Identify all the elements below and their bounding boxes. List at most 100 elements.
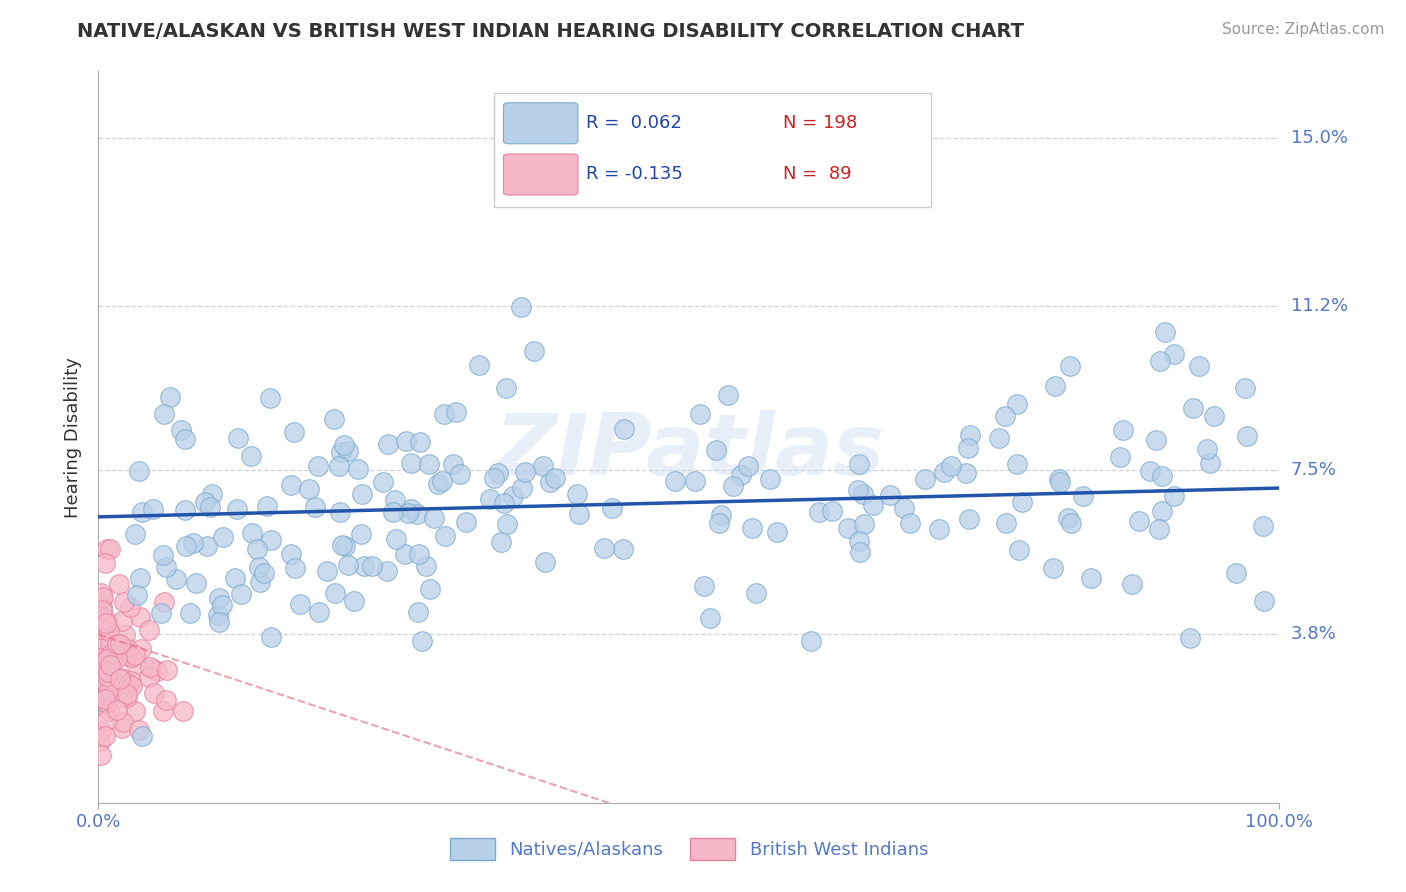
Point [1236,429,1258,443]
Point [1182,401,1205,416]
Point [101,639,124,653]
Point [721,479,744,493]
Point [97,665,120,680]
Point [600,500,623,515]
Point [329,505,352,519]
Point [1195,442,1218,457]
Point [138,624,160,638]
Point [112,714,135,729]
Point [288,597,311,611]
Point [105,651,128,665]
Point [97,616,120,631]
Point [124,704,146,718]
Text: 3.8%: 3.8% [1291,625,1336,643]
Point [467,359,489,373]
Point [336,443,359,458]
Point [89,622,111,636]
Point [125,588,148,602]
Point [90,609,112,624]
Point [427,477,450,491]
Point [112,594,135,608]
Point [502,489,524,503]
Point [284,561,307,575]
Point [149,607,172,621]
Point [759,473,782,487]
Point [226,502,249,516]
Point [155,693,177,707]
Point [706,443,728,458]
Point [1060,516,1083,530]
Point [226,431,249,445]
Point [730,467,752,482]
Point [995,516,1018,530]
Point [90,747,112,762]
Point [91,591,114,605]
Point [1047,472,1070,486]
Point [1233,381,1256,395]
Point [486,466,509,480]
Point [384,493,406,508]
Point [90,616,112,631]
Point [283,425,305,440]
Point [87,607,110,621]
Point [988,431,1011,445]
Point [495,517,517,532]
Point [120,673,142,688]
Point [479,491,502,506]
Point [1011,495,1033,509]
Point [1188,359,1211,373]
Point [848,533,870,548]
Point [568,507,591,521]
Point [1147,522,1170,536]
Point [96,649,118,664]
Point [121,679,143,693]
Point [544,471,567,485]
Point [482,470,505,484]
Text: 15.0%: 15.0% [1291,128,1347,147]
Point [152,549,174,563]
Point [240,526,263,541]
Point [90,673,112,687]
Point [853,516,876,531]
Point [129,641,152,656]
Point [409,435,432,450]
Point [1163,490,1185,504]
Point [224,571,246,585]
Point [350,486,373,500]
Point [1253,594,1275,608]
Point [565,487,588,501]
Point [593,541,616,556]
Point [879,488,901,502]
Point [208,591,231,605]
Text: N =  89: N = 89 [783,165,852,183]
Point [495,381,517,395]
Point [433,528,456,542]
Point [316,564,339,578]
Point [146,665,169,679]
Point [1128,514,1150,528]
Point [1005,457,1028,471]
Point [335,539,357,553]
Point [441,457,464,471]
Point [328,458,350,473]
Point [893,500,915,515]
Point [408,547,430,561]
Point [444,405,467,419]
Point [96,696,118,710]
Point [415,558,437,573]
Point [382,506,405,520]
Point [330,445,353,459]
Point [229,587,252,601]
Point [260,533,283,548]
Point [405,508,427,522]
Point [90,691,112,706]
Point [350,527,373,541]
Point [1144,433,1167,447]
Point [1080,572,1102,586]
Point [1043,379,1066,393]
Point [612,542,634,557]
Point [955,467,977,481]
Point [717,388,740,402]
Point [932,465,955,479]
Point [89,651,111,665]
